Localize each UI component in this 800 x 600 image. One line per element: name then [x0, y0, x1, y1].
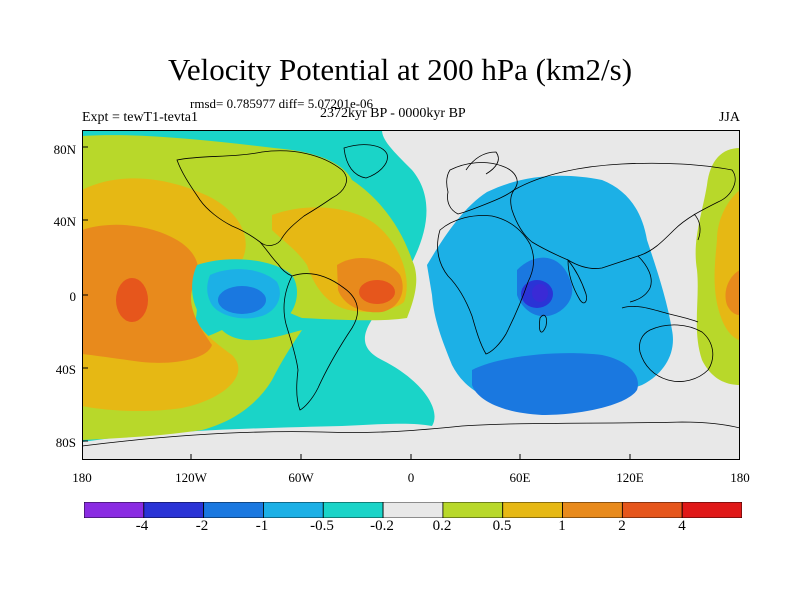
stats-label: rmsd= 0.785977 diff= 5.07201e-06: [190, 96, 374, 111]
colorbar-segment: [562, 502, 623, 518]
field-min-indian-core: [532, 284, 548, 302]
colorbar-segment: [621, 502, 683, 518]
colorbar-label-2: -1: [255, 518, 269, 534]
x-label-60e: 60E: [509, 470, 531, 485]
y-label-80n: 80N: [53, 142, 76, 157]
y-label-40n: 40N: [53, 214, 76, 229]
x-label-120e: 120E: [616, 470, 644, 485]
field-positive-east-strong: [725, 270, 740, 315]
season-label: JJA: [718, 110, 740, 125]
field-max-atlantic: [359, 280, 395, 304]
colorbar-label-6: 0.5: [492, 518, 512, 534]
y-label-40s: 40S: [55, 362, 76, 377]
x-label-60w: 60W: [288, 470, 314, 485]
colorbar-label-1: -2: [195, 518, 209, 534]
colorbar-segment: [382, 502, 444, 518]
x-label-120w: 120W: [175, 470, 207, 485]
colorbar-segment: [263, 502, 324, 518]
colorbar-segment: [681, 502, 742, 518]
coastlines: [82, 144, 740, 447]
field-negative-southern-indian: [472, 353, 638, 415]
axis-ticks: [82, 146, 631, 460]
velocity-potential-map: [82, 130, 740, 460]
x-label-0: 0: [407, 470, 415, 485]
colorbar-label-7: 1: [558, 518, 566, 534]
field-min-pacific: [218, 286, 266, 314]
x-label-180w: 180: [72, 470, 92, 485]
colorbar-label-9: 4: [678, 518, 686, 534]
chart-title: Velocity Potential at 200 hPa (km2/s): [167, 52, 633, 87]
colorbar-segment: [143, 502, 205, 518]
colorbar-segment: [442, 502, 504, 518]
colorbar-segment: [322, 502, 384, 518]
colorbar: [84, 502, 742, 518]
field-max-pacific: [116, 278, 148, 322]
colorbar-segment: [203, 502, 264, 518]
colorbar-label-0: -4: [135, 518, 149, 534]
colorbar-label-5: 0.2: [432, 518, 452, 534]
colorbar-label-8: 2: [618, 518, 626, 534]
colorbar-label-3: -0.5: [310, 518, 334, 534]
colorbar-label-4: -0.2: [370, 518, 394, 534]
experiment-label: Expt = tewT1-tevta1: [82, 110, 198, 125]
colorbar-segment: [84, 502, 145, 518]
y-label-80s: 80S: [55, 435, 76, 450]
y-label-0: 0: [69, 289, 77, 304]
colorbar-segment: [502, 502, 563, 518]
period-label: 2372kyr BP - 0000kyr BP: [320, 106, 466, 121]
x-label-180e: 180: [730, 470, 750, 485]
